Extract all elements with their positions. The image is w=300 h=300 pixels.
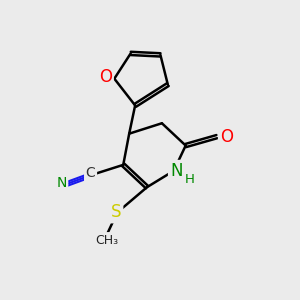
Text: N: N [170,162,182,180]
Text: CH₃: CH₃ [95,234,119,247]
Text: C: C [86,167,95,181]
Text: O: O [220,128,233,146]
Text: N: N [56,176,67,190]
Text: H: H [184,172,194,186]
Text: S: S [111,203,122,221]
Text: O: O [99,68,112,86]
